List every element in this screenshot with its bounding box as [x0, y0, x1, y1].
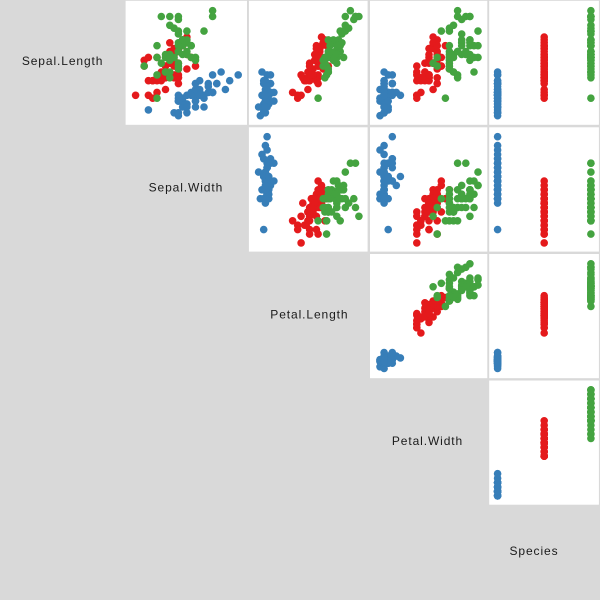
svg-text:Petal.Width: Petal.Width	[392, 434, 463, 448]
svg-text:Sepal.Width: Sepal.Width	[149, 181, 224, 195]
svg-text:Species: Species	[510, 544, 559, 558]
svg-text:Sepal.Length: Sepal.Length	[22, 54, 104, 68]
svg-text:Petal.Length: Petal.Length	[270, 308, 348, 322]
